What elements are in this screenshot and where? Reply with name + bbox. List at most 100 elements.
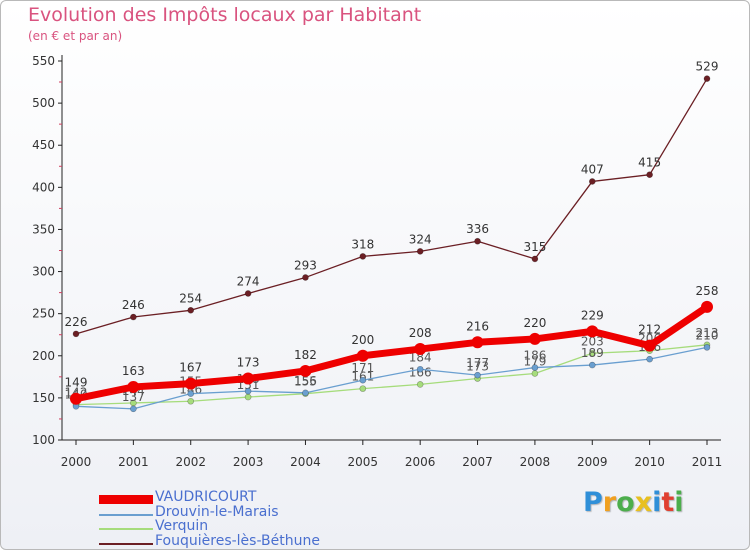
y-tick-label: 200: [32, 349, 55, 363]
data-label: 173: [466, 360, 489, 374]
data-point: [531, 364, 539, 371]
data-point: [703, 344, 711, 351]
data-point: [703, 75, 711, 82]
data-point: [416, 248, 424, 255]
data-point: [588, 178, 596, 185]
logo-letter: t: [661, 487, 675, 518]
data-point: [474, 371, 481, 379]
legend-swatch: [99, 543, 153, 545]
data-label: 161: [351, 370, 374, 384]
data-point: [414, 343, 427, 356]
data-label: 189: [581, 346, 604, 360]
data-point: [244, 290, 252, 297]
data-point: [588, 361, 596, 369]
data-point: [416, 365, 424, 373]
data-label: 324: [409, 232, 432, 246]
legend-label: Drouvin-le-Marais: [155, 504, 279, 520]
logo-letter: i: [652, 487, 662, 518]
y-tick-label: 100: [32, 433, 55, 447]
data-label: 208: [409, 326, 432, 340]
data-label: 407: [581, 162, 604, 176]
y-tick-label: 400: [32, 180, 55, 194]
x-tick-label: 2005: [348, 455, 379, 469]
logo-letter: i: [674, 487, 684, 518]
logo-letter: r: [602, 487, 617, 518]
data-point: [531, 255, 539, 263]
y-tick-label: 300: [32, 265, 55, 279]
legend-swatch: [99, 528, 153, 530]
data-point: [302, 274, 309, 281]
data-point: [643, 339, 656, 352]
data-point: [586, 325, 599, 338]
data-point: [187, 397, 195, 405]
data-point: [244, 387, 252, 395]
x-tick-label: 2007: [462, 455, 493, 469]
data-label: 293: [294, 258, 317, 272]
x-tick-label: 2004: [290, 455, 321, 469]
data-point: [356, 349, 369, 362]
data-label: 254: [179, 291, 202, 305]
legend-swatch: [99, 514, 153, 516]
x-tick-label: 2008: [520, 455, 551, 469]
data-point: [130, 405, 137, 413]
x-tick-label: 2009: [577, 455, 608, 469]
data-point: [359, 385, 367, 392]
data-point: [127, 380, 140, 393]
data-point: [359, 253, 367, 260]
logo-letter: P: [583, 487, 603, 518]
data-label: 203: [581, 334, 604, 348]
legend-swatch: [99, 495, 153, 504]
data-label: 177: [466, 356, 489, 370]
data-point: [302, 389, 309, 397]
data-label: 415: [638, 156, 661, 170]
data-point: [416, 381, 424, 388]
data-label: 212: [638, 323, 661, 337]
series-line: [75, 78, 708, 335]
y-tick-label: 150: [32, 391, 55, 405]
y-tick-label: 350: [32, 222, 55, 236]
data-label: 229: [581, 308, 604, 322]
data-label: 220: [523, 316, 546, 330]
series-line: [72, 303, 711, 403]
chart-subtitle: (en € et par an): [28, 29, 123, 43]
data-label: 173: [237, 356, 260, 370]
x-tick-label: 2001: [118, 455, 149, 469]
data-point: [471, 336, 484, 349]
legend-label: VAUDRICOURT: [155, 489, 257, 505]
data-label: 274: [237, 274, 260, 288]
data-point: [70, 392, 82, 405]
data-label: 171: [351, 361, 374, 375]
legend-label: Fouquières-lès-Béthune: [155, 533, 320, 549]
data-point: [72, 330, 80, 338]
data-label: 213: [696, 326, 719, 340]
x-tick-label: 2010: [634, 455, 665, 469]
data-label: 137: [122, 390, 145, 404]
data-point: [299, 364, 312, 377]
data-label: 155: [294, 375, 317, 389]
data-label: 318: [351, 237, 374, 251]
y-tick-label: 250: [32, 307, 55, 321]
x-tick-label: 2002: [175, 455, 206, 469]
y-tick-label: 500: [32, 96, 55, 110]
data-label: 186: [523, 349, 546, 363]
data-label: 315: [523, 240, 546, 254]
data-label: 179: [523, 354, 546, 368]
logo-letter: o: [616, 487, 635, 518]
data-label: 258: [696, 284, 719, 298]
y-tick-label: 550: [32, 54, 55, 68]
x-tick-label: 2011: [692, 455, 723, 469]
series-line: [75, 344, 708, 406]
data-point: [184, 377, 197, 390]
data-point: [588, 349, 596, 357]
data-point: [531, 370, 539, 377]
data-point: [646, 355, 653, 363]
x-tick-label: 2003: [233, 455, 264, 469]
x-tick-label: 2000: [61, 455, 92, 469]
proxiti-logo: Proxiti: [583, 487, 684, 518]
data-label: 149: [65, 376, 88, 390]
data-label: 163: [122, 364, 145, 378]
logo-letter: x: [634, 487, 653, 518]
data-label: 210: [696, 328, 719, 342]
